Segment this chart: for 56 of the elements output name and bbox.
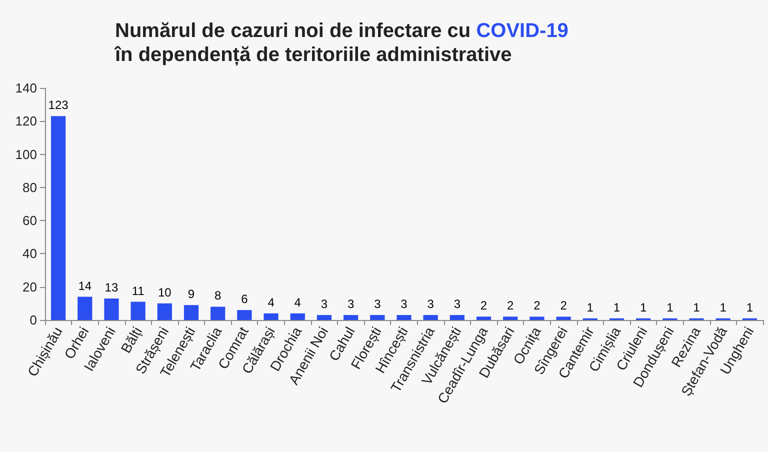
data-label: 3 [320, 297, 328, 312]
bar [290, 313, 305, 320]
data-label: 2 [507, 298, 514, 313]
data-label: 1 [720, 300, 727, 314]
bar [476, 316, 492, 320]
data-label: 3 [454, 297, 461, 312]
bar [50, 116, 66, 320]
bar [556, 316, 571, 320]
y-tick-label: 20 [22, 279, 37, 294]
data-label: 11 [132, 284, 145, 298]
bar [130, 302, 146, 320]
data-label: 13 [104, 280, 118, 294]
data-label: 10 [158, 285, 172, 300]
data-label: 4 [268, 295, 275, 310]
bar [78, 296, 92, 320]
bar [184, 305, 199, 320]
bar [423, 315, 438, 320]
data-label: 9 [188, 287, 195, 302]
bar [104, 298, 119, 320]
bar [237, 310, 252, 320]
bar [157, 303, 172, 320]
data-label: 1 [613, 300, 620, 314]
data-label: 3 [400, 297, 408, 312]
data-label: 1 [693, 300, 700, 314]
data-label: 2 [534, 298, 541, 313]
y-tick-label: 60 [22, 213, 37, 228]
bar [396, 315, 412, 320]
bar [264, 313, 278, 320]
data-label: 1 [666, 300, 674, 314]
data-label: 1 [586, 300, 594, 314]
data-label: 8 [214, 288, 222, 303]
y-tick-label: 140 [15, 80, 37, 96]
bar [450, 315, 464, 320]
data-label: 4 [294, 295, 302, 310]
bar [503, 316, 518, 320]
data-label: 2 [480, 298, 488, 313]
bar [344, 315, 358, 320]
data-label: 6 [241, 292, 248, 306]
data-label: 14 [78, 278, 92, 293]
y-tick-label: 80 [22, 180, 37, 195]
data-label: 3 [427, 297, 434, 312]
data-label: 3 [347, 297, 354, 312]
data-label: 3 [374, 297, 382, 312]
bar [316, 315, 332, 320]
bar [530, 316, 544, 320]
data-label: 1 [640, 300, 647, 314]
bar [370, 315, 385, 320]
data-label: 123 [48, 98, 69, 112]
data-label: 2 [560, 298, 568, 313]
data-label: 1 [746, 300, 754, 314]
y-tick-label: 100 [15, 146, 37, 162]
y-tick-label: 40 [22, 246, 37, 262]
chart-title: Numărul de cazuri noi de infectare cu COVID-19 în dependență de teritoriile administrative [114, 20, 568, 66]
bar [210, 306, 226, 320]
y-tick-label: 120 [15, 114, 37, 129]
y-tick-label: 0 [30, 312, 37, 328]
